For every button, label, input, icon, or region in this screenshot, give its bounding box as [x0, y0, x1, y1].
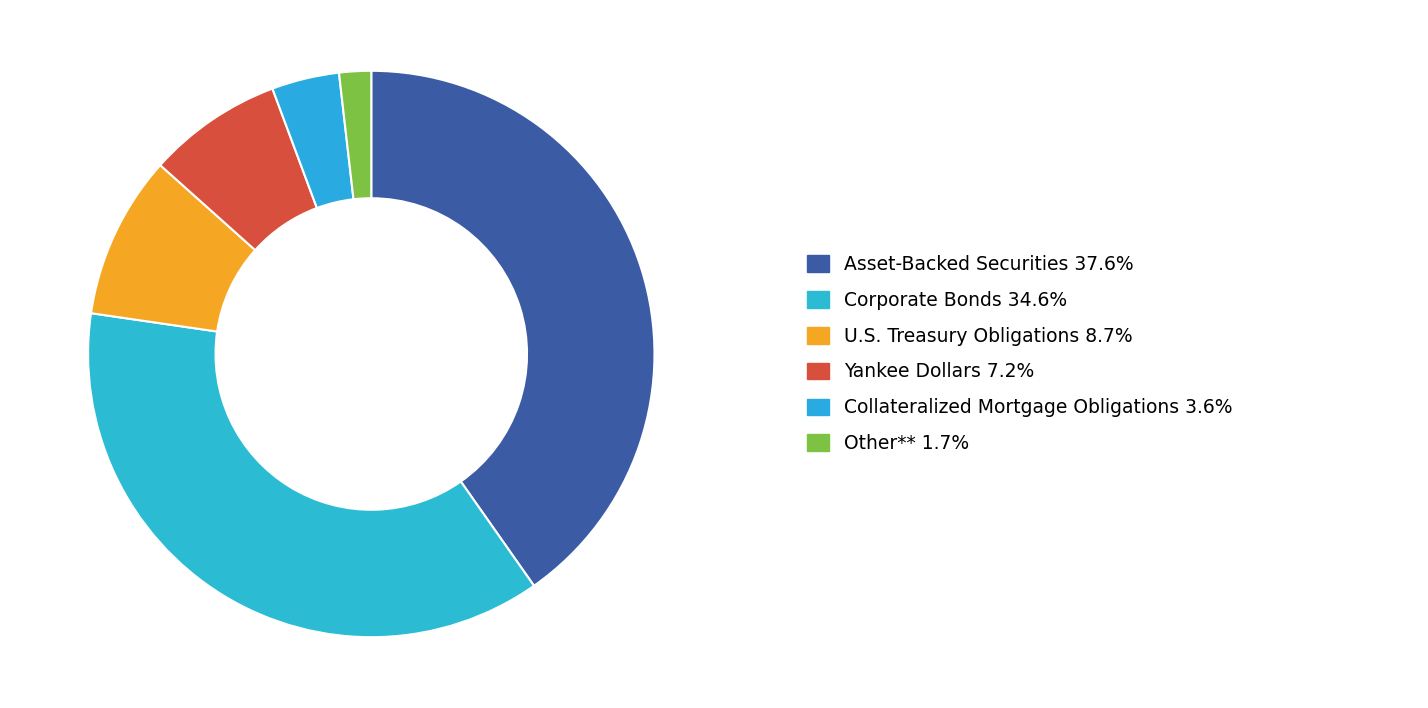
Legend: Asset-Backed Securities 37.6%, Corporate Bonds 34.6%, U.S. Treasury Obligations : Asset-Backed Securities 37.6%, Corporate…: [807, 255, 1232, 453]
Wedge shape: [338, 71, 371, 199]
Wedge shape: [371, 71, 654, 586]
Circle shape: [216, 198, 527, 510]
Wedge shape: [89, 313, 534, 637]
Wedge shape: [160, 88, 317, 250]
Wedge shape: [273, 73, 354, 208]
Wedge shape: [91, 165, 256, 331]
